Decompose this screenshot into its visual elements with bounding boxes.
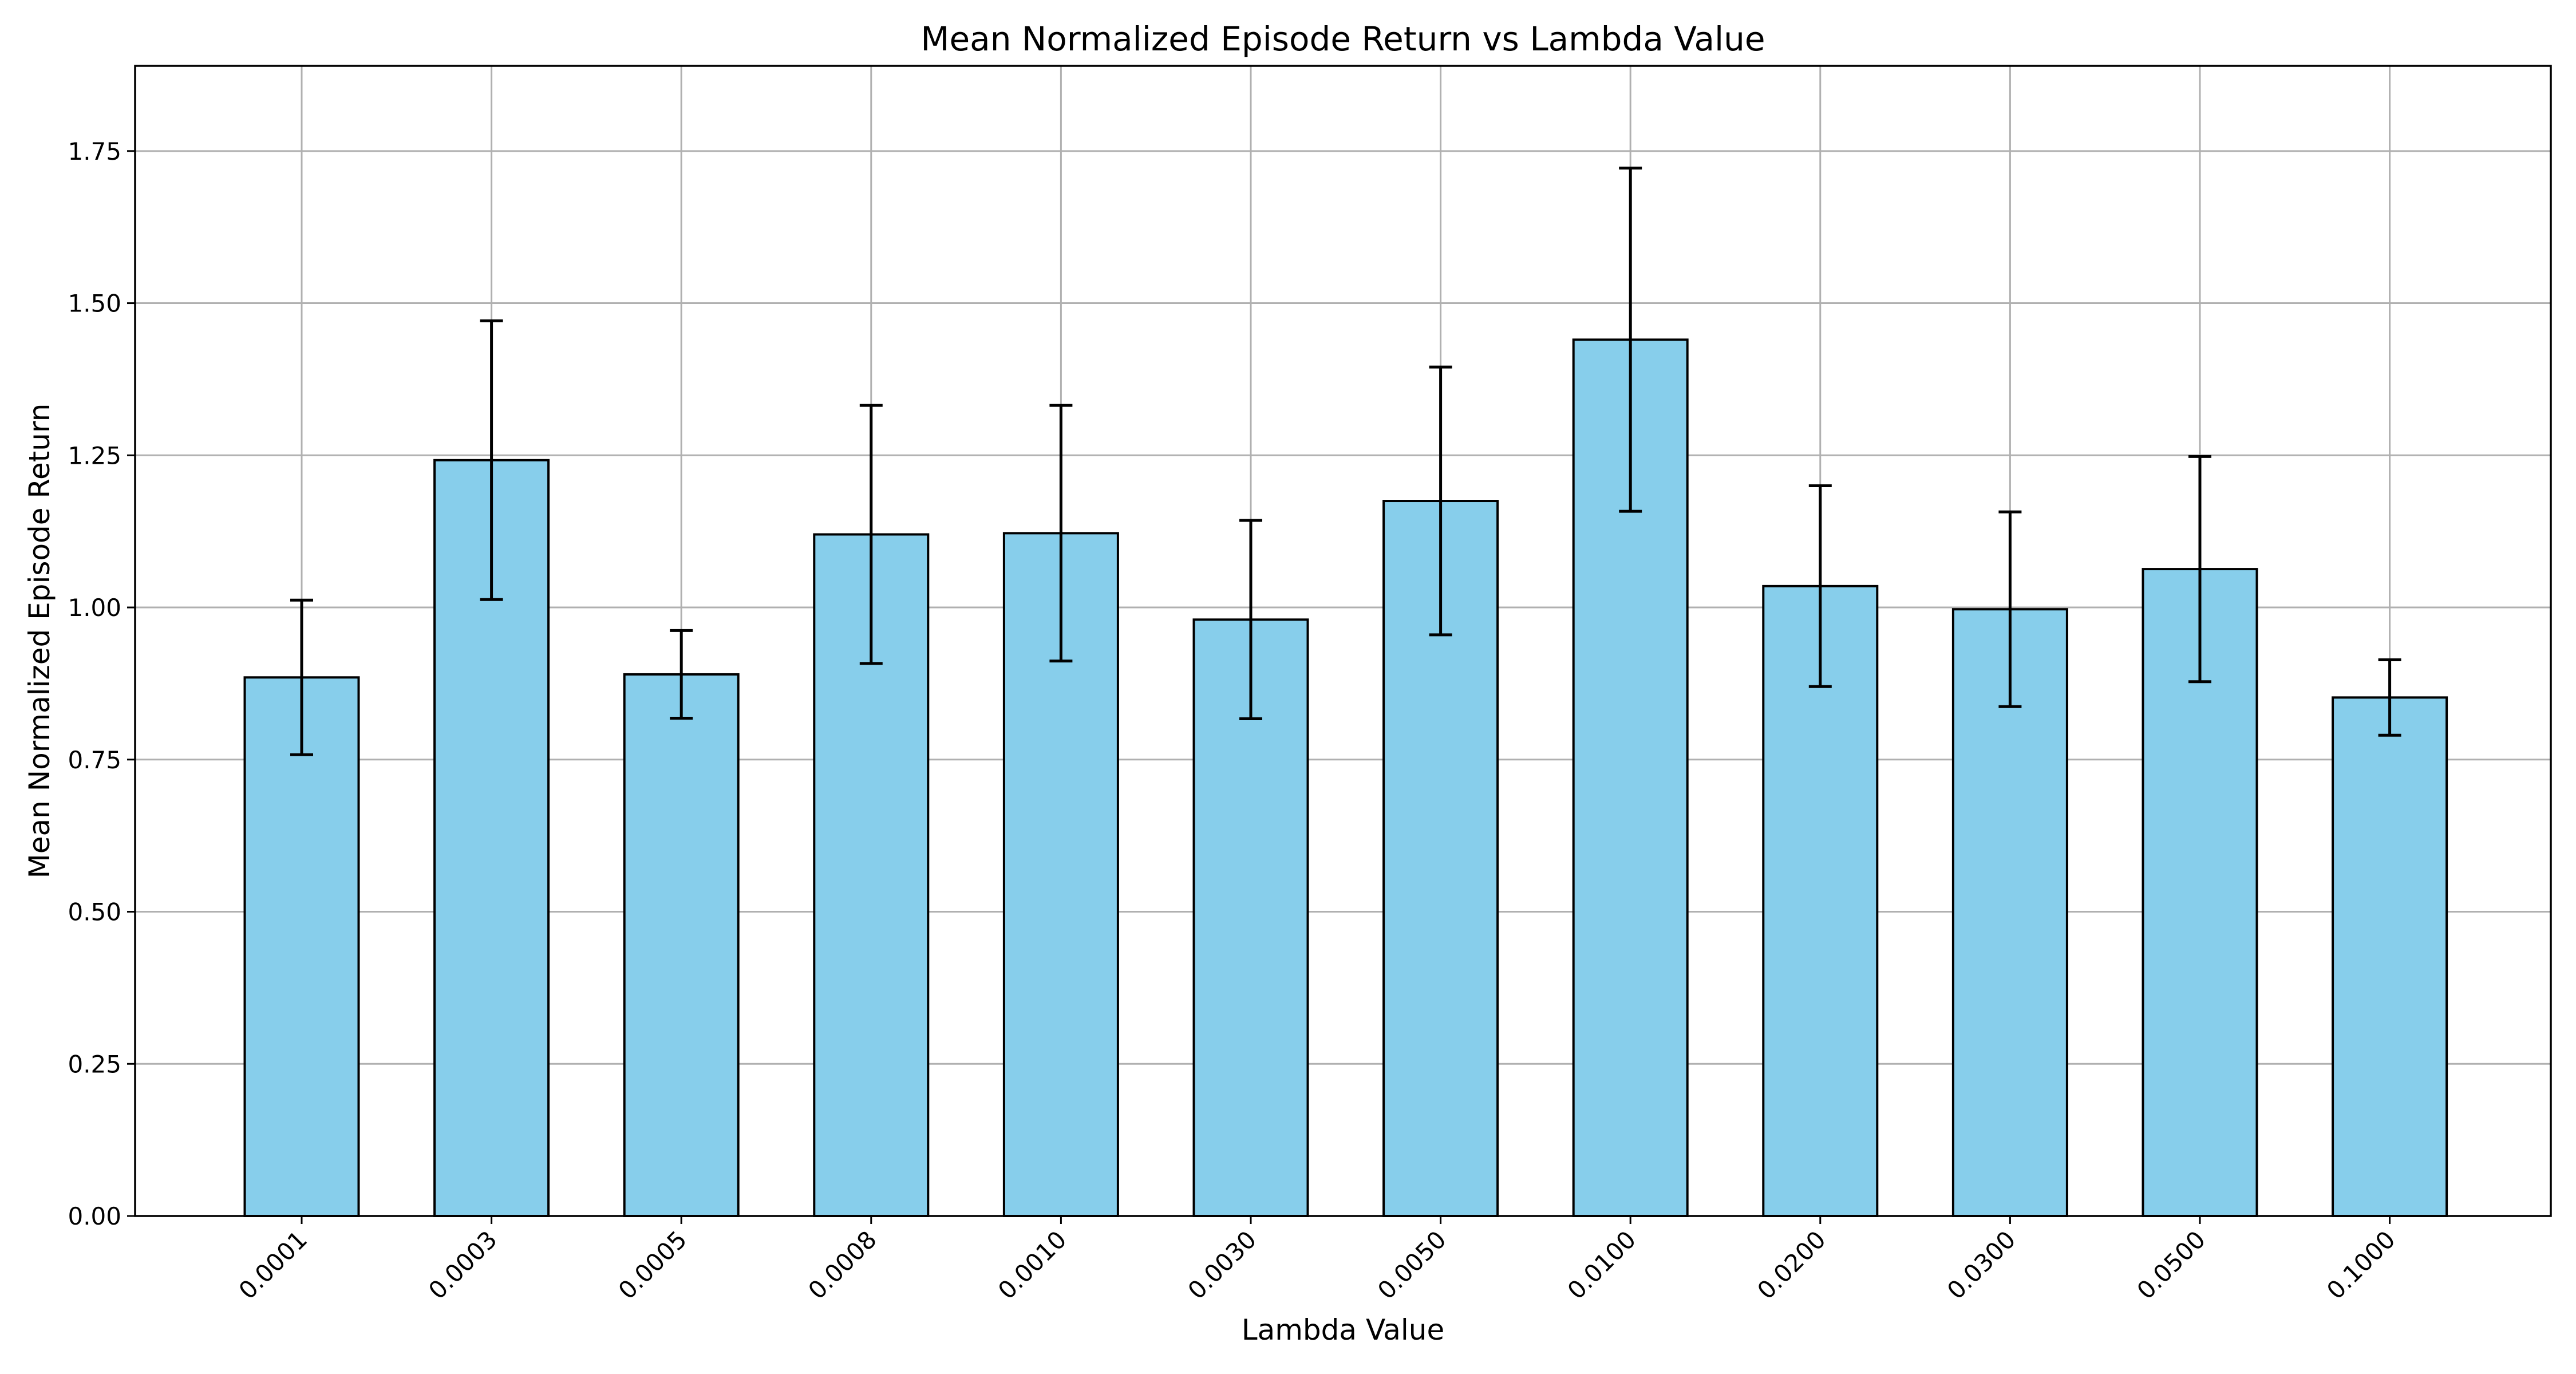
x-axis-ticks: 0.0001 0.0003 0.0005 0.0008 0.0010 0.0030 0.00… <box>234 1216 2401 1305</box>
y-tick-label: 1.50 <box>68 290 121 318</box>
bar <box>243 676 360 1218</box>
x-tick-label: 0.0008 <box>803 1225 882 1305</box>
x-tick-label: 0.0050 <box>1372 1225 1452 1305</box>
x-tick-label: 0.0005 <box>613 1225 693 1305</box>
bar <box>1762 585 1879 1217</box>
bar <box>1192 618 1309 1217</box>
x-tick-label: 0.0200 <box>1752 1225 1831 1305</box>
x-tick-label: 0.0030 <box>1183 1225 1262 1305</box>
chart-title: Mean Normalized Episode Return vs Lambda… <box>920 19 1765 58</box>
y-tick-label: 1.75 <box>68 137 121 165</box>
x-tick-label: 0.1000 <box>2321 1225 2401 1305</box>
y-tick-label: 0.25 <box>68 1050 121 1078</box>
y-axis-ticks: 0.00 0.25 0.50 0.75 1.00 1.25 1.50 1.75 <box>68 137 135 1230</box>
error-bars <box>290 167 2401 756</box>
bar <box>623 673 740 1218</box>
y-tick-label: 1.25 <box>68 441 121 469</box>
x-tick-label: 0.0010 <box>993 1225 1072 1305</box>
bars <box>243 338 2448 1218</box>
x-tick-label: 0.0500 <box>2132 1225 2211 1305</box>
plot-frame <box>134 65 2552 1217</box>
x-axis-label: Lambda Value <box>1242 1313 1445 1347</box>
x-tick-label: 0.0300 <box>1942 1225 2021 1305</box>
x-tick-label: 0.0100 <box>1562 1225 1642 1305</box>
bar <box>1951 608 2068 1217</box>
y-tick-label: 0.00 <box>68 1202 121 1230</box>
x-tick-label: 0.0001 <box>234 1225 313 1305</box>
y-tick-label: 0.75 <box>68 746 121 774</box>
y-tick-label: 1.00 <box>68 594 121 622</box>
y-tick-label: 0.50 <box>68 898 121 926</box>
bar <box>2332 696 2448 1218</box>
x-tick-label: 0.0003 <box>423 1225 503 1305</box>
bar <box>1382 500 1499 1217</box>
y-axis-label: Mean Normalized Episode Return <box>23 404 56 879</box>
